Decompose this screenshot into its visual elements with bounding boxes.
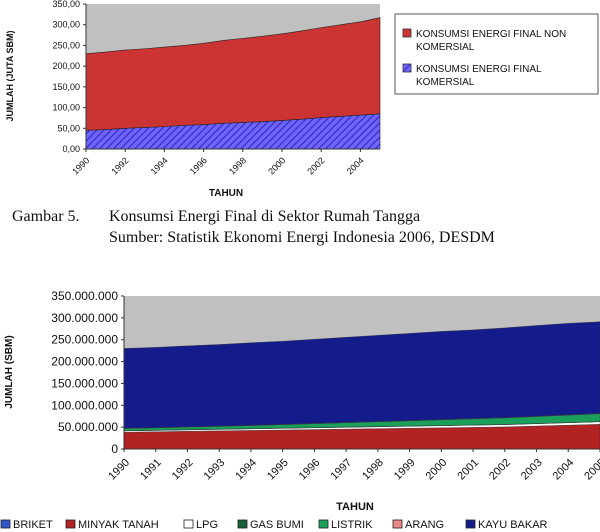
x-tick-label: 2004	[345, 155, 366, 176]
legend-swatch-minyak-tanah	[65, 519, 76, 529]
y-tick-label: 200.000.000	[51, 355, 118, 369]
x-tick-label: 1998	[227, 155, 248, 176]
figure-caption: Gambar 5. Konsumsi Energi Final di Sektor…	[12, 206, 600, 248]
x-tick-label: 1990	[106, 457, 132, 483]
y-tick-label: 250.000.000	[51, 333, 118, 347]
chart-2-legend: BRIKET MINYAK TANAH LPG GAS BUMI LISTRIK ARAN…	[0, 519, 548, 531]
x-tick-label: 2000	[424, 457, 450, 483]
y-tick-label: 200,00	[52, 61, 80, 71]
y-tick-label: 300,00	[52, 20, 80, 30]
x-tick-label: 1995	[265, 457, 291, 483]
legend-swatch-gas-bumi	[237, 519, 248, 529]
x-tick-label: 1992	[170, 457, 196, 483]
legend-swatch-lpg	[183, 519, 194, 529]
y-tick-label: 0,00	[62, 144, 80, 154]
legend-label-komersial-line1: KONSUMSI ENERGI FINAL	[416, 64, 542, 75]
y-tick-label: 150.000.000	[51, 376, 118, 390]
legend-label-lpg: LPG	[196, 519, 218, 531]
x-tick-label: 1993	[202, 457, 228, 483]
chart-1-legend-box	[394, 13, 599, 95]
x-tick-label: 2004	[551, 457, 577, 483]
chart-1-x-ticks: 1990 1992 1994 1996 1998 2000 2002 2004	[70, 149, 366, 177]
chart-1-x-axis-title: TAHUN	[209, 188, 243, 199]
legend-label-briket: BRIKET	[13, 519, 53, 531]
y-tick-label: 300.000.000	[51, 311, 118, 325]
chart-1-legend: KONSUMSI ENERGI FINAL NON KOMERSIAL KONS…	[394, 13, 599, 95]
x-tick-label: 1998	[360, 457, 386, 483]
x-tick-label: 1994	[233, 457, 259, 483]
legend-label-arang: ARANG	[405, 519, 444, 531]
x-tick-label: 2003	[519, 457, 545, 483]
x-tick-label: 1996	[297, 457, 323, 483]
x-tick-label: 2002	[487, 457, 513, 483]
y-tick-label: 250,00	[52, 40, 80, 50]
chart-1-y-ticks: 0,00 50,00 100,00 150,00 200,00 250,00 300,00 3…	[52, 0, 86, 154]
x-tick-label: 1996	[188, 155, 209, 176]
x-tick-label: 1990	[70, 155, 91, 176]
chart-2: 0 50.000.000 100.000.000 150.000.000 200.000…	[0, 289, 600, 531]
caption-label: Gambar 5.	[12, 208, 80, 225]
area-konsumsi-energi-final-non-komersial	[85, 17, 381, 131]
x-tick-label: 2005	[582, 457, 600, 483]
y-tick-label: 0	[111, 442, 118, 456]
legend-label-gas-bumi: GAS BUMI	[250, 519, 304, 531]
chart-2-y-ticks: 0 50.000.000 100.000.000 150.000.000 200.000…	[51, 289, 124, 456]
legend-swatch-nonkomersial	[402, 28, 412, 38]
caption-line-1: Gambar 5. Konsumsi Energi Final di Sektor…	[12, 206, 600, 227]
y-tick-label: 350.000.000	[51, 289, 118, 303]
legend-swatch-briket	[0, 519, 11, 529]
legend-swatch-komersial	[402, 63, 412, 73]
caption-title: Konsumsi Energi Final di Sektor Rumah Ta…	[109, 208, 421, 225]
chart-2-x-ticks: 1990 1991 1992 1993 1994 1995 1996 1997 1998 1999…	[106, 449, 600, 482]
legend-swatch-listrik	[318, 519, 329, 529]
legend-label-nonkomersial-line2: KOMERSIAL	[416, 42, 475, 53]
x-tick-label: 1991	[138, 457, 164, 483]
legend-label-nonkomersial-line1: KONSUMSI ENERGI FINAL NON	[416, 29, 566, 40]
x-tick-label: 1999	[392, 457, 418, 483]
chart-2-y-axis-title: JUMLAH (SBM)	[4, 335, 15, 408]
x-tick-label: 2002	[305, 155, 326, 176]
chart-2-areas	[123, 321, 600, 450]
x-tick-label: 1994	[149, 155, 170, 176]
x-tick-label: 1997	[328, 457, 354, 483]
x-tick-label: 1992	[109, 155, 130, 176]
y-tick-label: 50,00	[57, 123, 80, 133]
area-kayu-bakar	[123, 321, 600, 429]
y-tick-label: 350,00	[52, 0, 80, 9]
legend-label-listrik: LISTRIK	[331, 519, 373, 531]
legend-label-kayu-bakar: KAYU BAKAR	[478, 519, 548, 531]
legend-label-komersial-line2: KOMERSIAL	[416, 77, 475, 88]
legend-swatch-arang	[392, 519, 403, 529]
caption-source: Sumber: Statistik Ekonomi Energi Indones…	[109, 229, 495, 246]
chart-1: 0,00 50,00 100,00 150,00 200,00 250,00 300,00 3…	[5, 0, 599, 199]
chart-1-y-axis-title: JUMLAH (JUTA SBM)	[5, 31, 15, 122]
y-tick-label: 150,00	[52, 82, 80, 92]
y-tick-label: 100,00	[52, 103, 80, 113]
y-tick-label: 50.000.000	[58, 420, 118, 434]
chart-2-x-axis-title: TAHUN	[336, 501, 374, 513]
x-tick-label: 2000	[266, 155, 287, 176]
legend-label-minyak-tanah: MINYAK TANAH	[78, 519, 159, 531]
legend-swatch-kayu-bakar	[465, 519, 476, 529]
x-tick-label: 2001	[455, 457, 481, 483]
y-tick-label: 100.000.000	[51, 398, 118, 412]
